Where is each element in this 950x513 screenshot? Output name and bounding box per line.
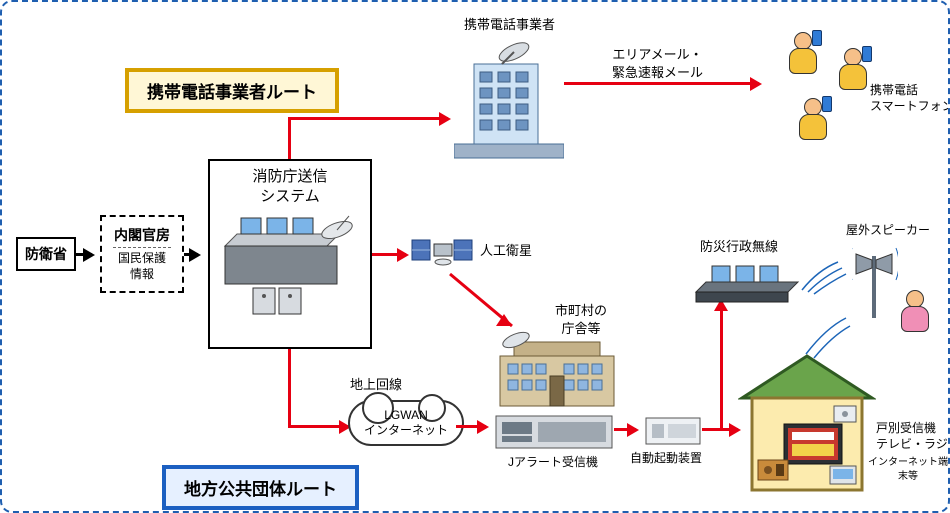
- auto-boot-icon: [644, 412, 702, 448]
- arrow-fdma-carrier: [288, 117, 448, 120]
- arrow-cabinet-fdma: [184, 253, 198, 256]
- person-3: [792, 98, 834, 150]
- carrier-label: 携帯電話事業者: [464, 16, 555, 34]
- speaker-icon: [852, 240, 898, 320]
- arrow-carrier-phones: [564, 82, 759, 85]
- route-local-gov: 地方公共団体ルート: [162, 465, 359, 510]
- node-cabinet: 内閣官房 国民保護 情報: [100, 215, 184, 293]
- fdma-label: 消防庁送信 システム: [252, 167, 327, 206]
- area-mail-label: エリアメール・ 緊急速報メール: [612, 46, 703, 81]
- route-carrier: 携帯電話事業者ルート: [125, 68, 339, 113]
- carrier-building-icon: [454, 34, 564, 160]
- phones-label: 携帯電話 スマートフォン: [870, 82, 950, 114]
- arrow-lgwan-jalert: [456, 425, 486, 428]
- satellite-label: 人工衛星: [480, 242, 532, 260]
- arrow-jalert-auto: [614, 428, 636, 431]
- jalert-icon: [494, 408, 614, 452]
- auto-boot-label: 自動起動装置: [630, 450, 702, 466]
- lgwan-label: LGWAN インターネット: [364, 408, 448, 437]
- mod-label: 防衛省: [25, 245, 67, 263]
- internet-devices-label: インターネット端末等: [868, 456, 948, 483]
- home-devices-label: 戸別受信機 テレビ・ラジオ: [876, 420, 950, 452]
- route-carrier-label: 携帯電話事業者ルート: [147, 83, 317, 102]
- node-fdma: 消防庁送信 システム: [208, 159, 372, 349]
- cabinet-divider: [113, 247, 171, 248]
- arrow-auto-house: [720, 428, 738, 431]
- city-hall-icon: [492, 328, 622, 410]
- diagram-canvas: 携帯電話事業者ルート 地方公共団体ルート 防衛省 内閣官房 国民保護 情報 消防…: [0, 0, 950, 513]
- person-listener: [894, 290, 936, 342]
- disaster-radio-icon: [692, 256, 800, 304]
- arrow-mod-cabinet: [76, 253, 92, 256]
- jalert-label: Jアラート受信機: [508, 454, 598, 470]
- arrow-fdma-lgwan: [288, 425, 348, 428]
- house-icon: [738, 350, 876, 496]
- route-local-gov-label: 地方公共団体ルート: [184, 480, 337, 499]
- cabinet-top-label: 内閣官房: [114, 226, 170, 244]
- arrow-fdma-up: [288, 117, 291, 159]
- lgwan-cloud: LGWAN インターネット: [348, 400, 464, 446]
- node-mod: 防衛省: [16, 237, 76, 271]
- arrow-fdma-satellite: [372, 253, 406, 256]
- fdma-console-icon: [219, 206, 361, 316]
- satellite-icon: [410, 226, 474, 276]
- disaster-radio-label: 防災行政無線: [700, 238, 778, 256]
- ground-line-label: 地上回線: [350, 376, 402, 394]
- cabinet-bottom-label: 国民保護 情報: [118, 251, 166, 282]
- arrow-auto-split-h: [702, 428, 722, 431]
- arrow-auto-up: [720, 308, 723, 430]
- person-1: [782, 32, 824, 84]
- person-2: [832, 48, 874, 100]
- outdoor-speaker-label: 屋外スピーカー: [846, 222, 930, 238]
- arrow-fdma-down: [288, 349, 291, 427]
